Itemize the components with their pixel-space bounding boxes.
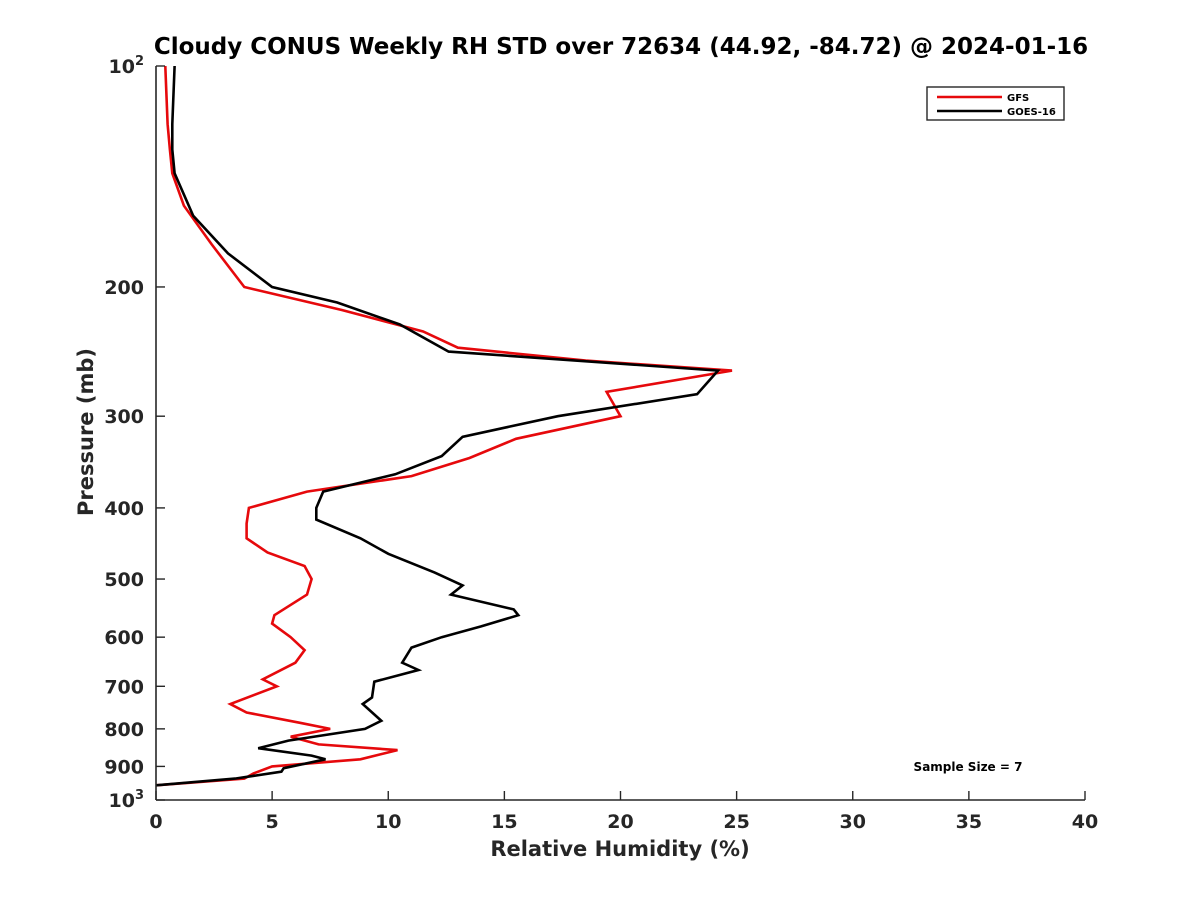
y-tick-label: 500 bbox=[104, 569, 144, 591]
series-line-gfs bbox=[155, 65, 733, 787]
x-tick-label: 0 bbox=[149, 811, 162, 833]
x-tick-label: 30 bbox=[840, 811, 866, 833]
sample-size-annotation: Sample Size = 7 bbox=[914, 760, 1023, 774]
x-axis-label: Relative Humidity (%) bbox=[490, 837, 749, 861]
x-tick-label: 20 bbox=[607, 811, 633, 833]
legend-label: GFS bbox=[1007, 93, 1029, 104]
x-tick-label: 40 bbox=[1072, 811, 1098, 833]
y-tick-label: 700 bbox=[104, 676, 144, 698]
y-tick-label: 900 bbox=[104, 756, 144, 778]
x-tick-label: 15 bbox=[491, 811, 517, 833]
y-tick-label: 800 bbox=[104, 719, 144, 741]
axes-layer: 0 5 10 15 20 25 30 35 40 102 200 300 400 500 600 700 800… bbox=[104, 54, 1098, 833]
x-tick-label: 25 bbox=[723, 811, 749, 833]
x-tick-label: 5 bbox=[266, 811, 279, 833]
legend-box bbox=[926, 86, 1065, 121]
y-tick-label: 300 bbox=[104, 406, 144, 428]
legend-label: GOES-16 bbox=[1007, 107, 1056, 118]
legend: GFS GOES-16 bbox=[926, 86, 1065, 121]
y-tick-label: 400 bbox=[104, 498, 144, 520]
y-axis-label: Pressure (mb) bbox=[74, 348, 98, 516]
series-line-goes-16 bbox=[155, 65, 721, 787]
y-tick-label: 103 bbox=[109, 788, 145, 812]
y-tick-label: 200 bbox=[104, 277, 144, 299]
chart-title: Cloudy CONUS Weekly RH STD over 72634 (4… bbox=[154, 34, 1088, 60]
series-layer bbox=[155, 65, 733, 787]
x-tick-label: 35 bbox=[956, 811, 982, 833]
x-tick-label: 10 bbox=[375, 811, 401, 833]
y-tick-label: 600 bbox=[104, 627, 144, 649]
y-tick-label: 102 bbox=[109, 54, 145, 78]
